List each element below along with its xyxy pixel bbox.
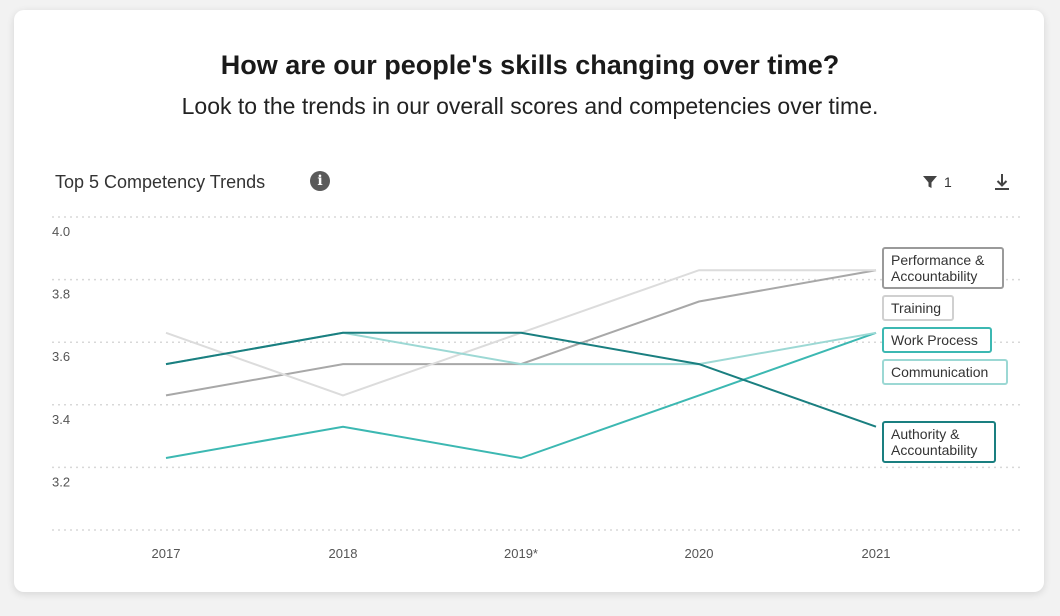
y-tick-label: 3.4 — [52, 412, 70, 427]
chart-card — [14, 10, 1044, 592]
x-tick-label: 2018 — [329, 546, 358, 561]
legend-label: Training — [891, 300, 942, 316]
filter-button[interactable]: 1 — [922, 170, 952, 194]
y-tick-label: 3.8 — [52, 287, 70, 302]
filter-count: 1 — [944, 174, 952, 190]
chart-title: Top 5 Competency Trends — [55, 172, 266, 192]
info-icon[interactable]: i — [310, 171, 330, 191]
series-line-communication[interactable] — [165, 331, 877, 366]
x-tick-label: 2021 — [862, 546, 891, 561]
legend-label: Accountability — [891, 442, 978, 458]
y-tick-label: 4.0 — [52, 224, 70, 239]
x-tick-label: 2020 — [685, 546, 714, 561]
x-tick-label: 2019* — [504, 546, 538, 561]
legend-label: Accountability — [891, 268, 978, 284]
download-button[interactable] — [991, 170, 1013, 194]
page-title: How are our people's skills changing ove… — [220, 50, 840, 80]
legend-item-performance-accountability[interactable]: Performance & Accountability — [882, 247, 1004, 289]
y-tick-label: 3.6 — [52, 349, 70, 364]
grid-lines — [52, 216, 1020, 531]
x-axis-ticks: 2017 2018 2019* 2020 2021 — [152, 546, 891, 561]
legend-label: Authority & — [891, 426, 960, 442]
legend-item-communication[interactable]: Communication — [882, 359, 1008, 385]
series-line-work-process[interactable] — [165, 331, 877, 460]
x-tick-label: 2017 — [152, 546, 181, 561]
series-lines — [165, 269, 877, 460]
legend-item-work-process[interactable]: Work Process — [882, 327, 992, 353]
y-tick-label: 3.2 — [52, 474, 70, 489]
download-icon — [995, 174, 1009, 190]
page-subtitle: Look to the trends in our overall scores… — [181, 93, 879, 119]
series-line-authority-accountability[interactable] — [165, 331, 877, 428]
legend-label: Work Process — [891, 332, 978, 348]
legend-item-training[interactable]: Training — [882, 295, 954, 321]
legend-label: Performance & — [891, 252, 985, 268]
filter-icon — [923, 176, 937, 188]
legend-label: Communication — [891, 364, 989, 380]
y-axis-ticks: 4.0 3.8 3.6 3.4 3.2 — [52, 224, 70, 489]
legend-item-authority-accountability[interactable]: Authority & Accountability — [882, 421, 996, 463]
